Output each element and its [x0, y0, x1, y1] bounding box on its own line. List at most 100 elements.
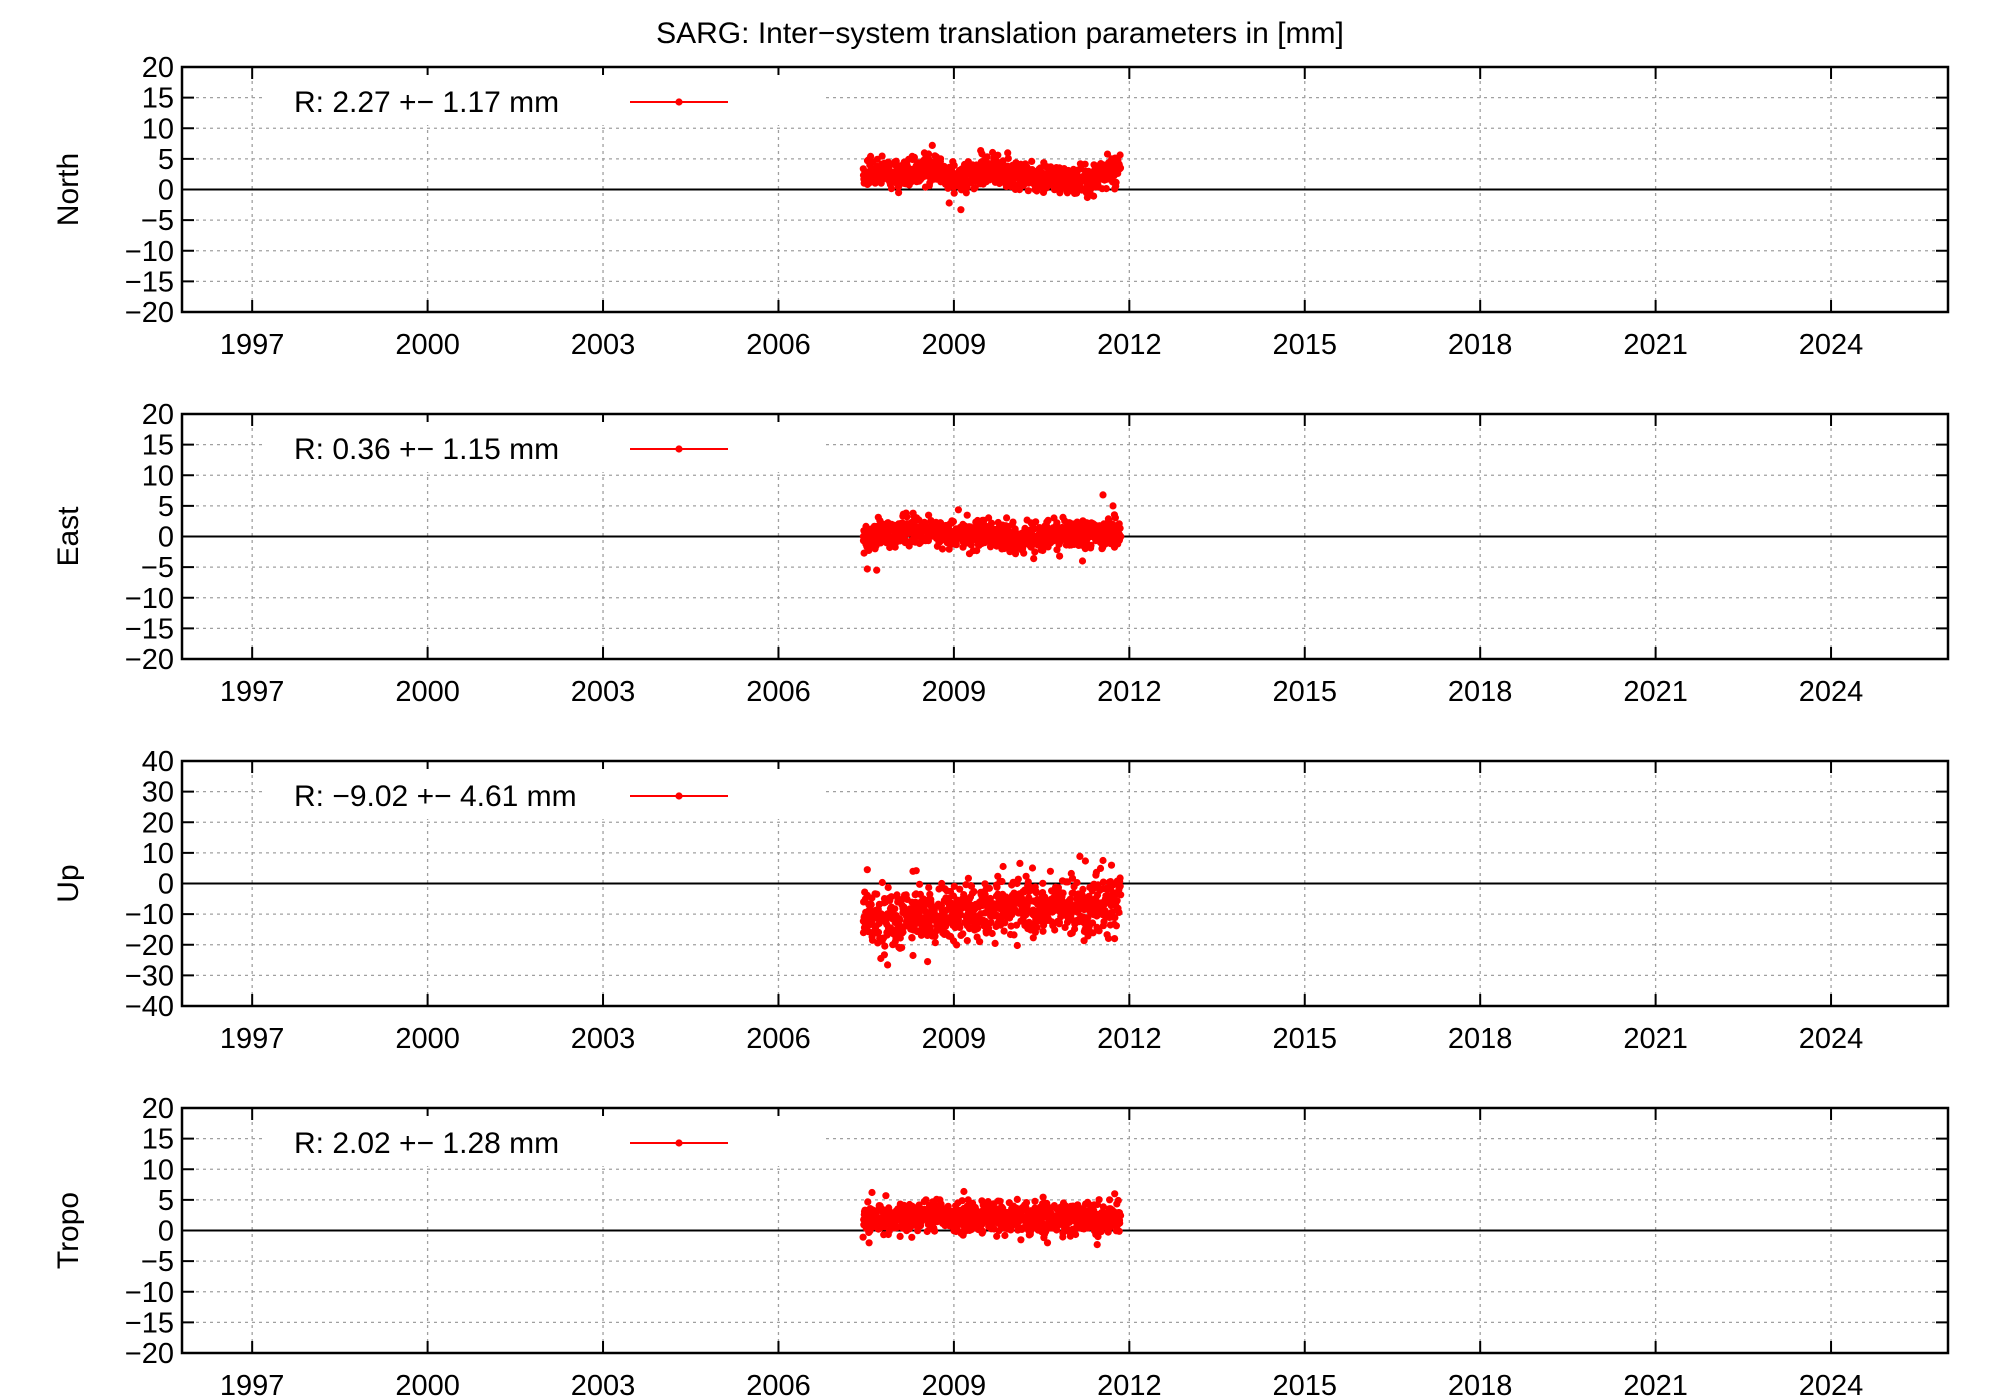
data-point [864, 928, 873, 936]
data-point [884, 883, 892, 892]
data-point [863, 866, 871, 874]
data-point [1007, 922, 1015, 930]
x-tick-label: 2021 [1623, 329, 1688, 361]
data-point [859, 1233, 867, 1241]
y-tick-label: 0 [158, 522, 174, 554]
data-point [1039, 927, 1047, 935]
data-point [979, 1227, 987, 1235]
data-point [896, 1232, 904, 1240]
x-tick-label: 2018 [1448, 1023, 1513, 1055]
y-tick-label: −30 [125, 960, 174, 992]
x-tick-label: 2006 [746, 1023, 811, 1055]
x-tick-label: 1997 [220, 676, 285, 708]
y-tick-label: −5 [141, 1246, 174, 1278]
y-tick-label: −20 [125, 644, 174, 676]
data-point [887, 893, 895, 901]
y-tick-label: 10 [142, 113, 174, 145]
data-point [884, 961, 892, 969]
x-tick-label: 2000 [395, 676, 460, 708]
x-tick-label: 2000 [395, 1370, 460, 1400]
data-point [909, 951, 917, 960]
legend-marker [675, 792, 683, 800]
data-point [1084, 914, 1092, 922]
y-tick-label: −15 [125, 266, 174, 298]
data-point [935, 885, 943, 893]
data-point [993, 883, 1001, 891]
data-point [985, 514, 993, 522]
y-tick-label: 0 [158, 869, 174, 901]
data-point [887, 185, 896, 193]
data-point [956, 923, 964, 932]
data-point [1032, 889, 1040, 897]
data-point [1095, 1196, 1103, 1204]
x-tick-label: 2012 [1097, 1370, 1162, 1400]
data-point [1093, 1241, 1101, 1249]
data-point [1099, 1203, 1107, 1211]
x-tick-label: 2000 [395, 1023, 460, 1055]
y-tick-label: −10 [125, 1277, 174, 1309]
figure-title: SARG: Inter−system translation parameter… [656, 17, 1344, 50]
data-point [1020, 549, 1028, 557]
x-tick-label: 2009 [922, 676, 987, 708]
data-point [1116, 524, 1124, 532]
data-point [1026, 1230, 1034, 1238]
x-tick-label: 2003 [571, 329, 636, 361]
y-tick-label: −5 [141, 552, 174, 584]
x-tick-label: 2015 [1272, 676, 1337, 708]
data-point [950, 882, 958, 890]
x-tick-label: 2021 [1623, 676, 1688, 708]
data-point [896, 916, 904, 924]
data-point [999, 862, 1007, 871]
data-point [1117, 891, 1125, 899]
data-point [908, 934, 916, 942]
data-point [1090, 192, 1098, 200]
data-point [1099, 491, 1107, 499]
data-point [1001, 919, 1009, 927]
data-point [996, 1197, 1004, 1205]
data-point [931, 1227, 939, 1235]
y-tick-label: −20 [125, 1338, 174, 1370]
data-point [925, 883, 933, 892]
data-point [1028, 864, 1037, 872]
x-tick-label: 2018 [1448, 1370, 1513, 1400]
data-point [1112, 178, 1120, 186]
data-point [928, 141, 936, 149]
data-point [899, 928, 907, 936]
data-point [991, 939, 999, 948]
data-point [1031, 1197, 1039, 1205]
plot-frame [180, 412, 1950, 661]
data-point [953, 941, 961, 949]
data-point [1116, 1219, 1124, 1227]
data-point [1013, 941, 1021, 950]
data-point [1081, 857, 1089, 865]
data-point [987, 918, 995, 927]
x-tick-label: 2015 [1272, 1370, 1337, 1400]
data-point [891, 543, 899, 551]
data-point [1056, 552, 1064, 560]
x-tick-label: 2006 [746, 329, 811, 361]
data-point [1079, 885, 1087, 894]
data-point [978, 150, 986, 158]
data-point [958, 1197, 966, 1205]
data-point [898, 944, 906, 952]
data-point [1010, 931, 1018, 939]
data-point [1024, 187, 1032, 195]
data-point [886, 543, 894, 552]
legend-marker [675, 1139, 683, 1147]
data-point [1116, 882, 1124, 890]
data-point [867, 901, 875, 909]
x-tick-label: 1997 [220, 1370, 285, 1400]
y-axis-label: Tropo [52, 1192, 85, 1269]
data-point [950, 189, 958, 197]
y-tick-label: −20 [125, 297, 174, 329]
data-point [1080, 937, 1088, 945]
data-point [1004, 154, 1012, 162]
data-point [1117, 1211, 1125, 1220]
y-tick-label: 15 [142, 430, 174, 462]
y-tick-label: 10 [142, 838, 174, 870]
data-point [1102, 185, 1110, 193]
data-point [895, 189, 903, 197]
